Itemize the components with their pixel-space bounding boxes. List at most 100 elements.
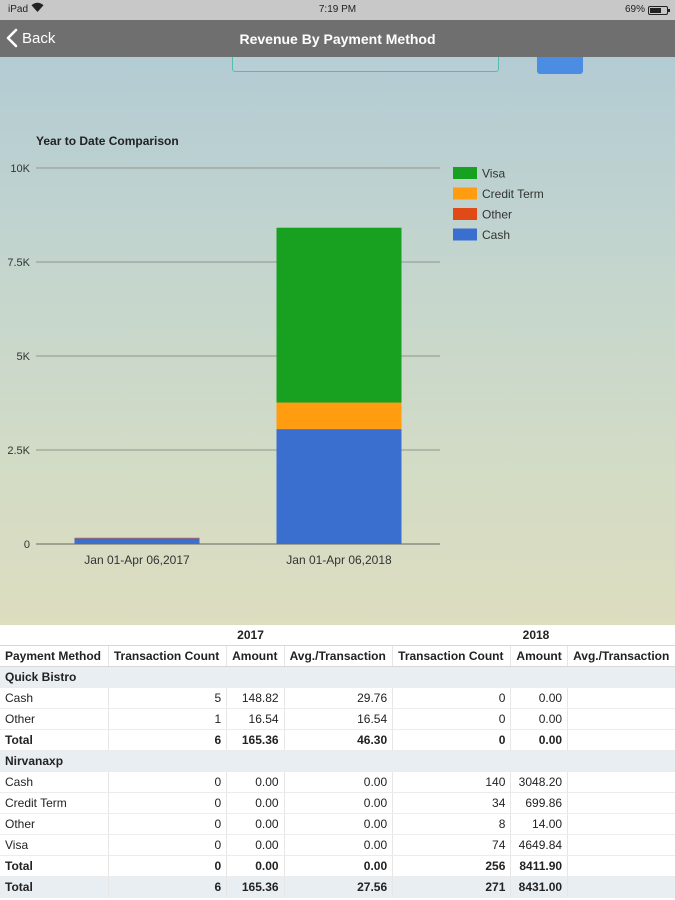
table-cell: 0.00 xyxy=(283,855,393,877)
table-cell: 0 xyxy=(107,834,227,856)
x-tick-label: Jan 01-Apr 06,2017 xyxy=(84,553,190,567)
legend-swatch xyxy=(453,228,477,241)
legend-swatch xyxy=(453,167,477,179)
battery-icon xyxy=(648,6,670,15)
table-row: Visa 0 0.00 0.00 74 4649.84 xyxy=(0,834,675,856)
table-row: Cash 5 148.82 29.76 0 0.00 xyxy=(0,687,675,709)
y-tick-label: 2.5K xyxy=(7,445,30,457)
battery-percent: 69% xyxy=(624,4,645,15)
table-cell: 74 xyxy=(392,834,511,856)
device-name: iPad xyxy=(8,4,29,15)
table-cell: 165.36 xyxy=(226,876,285,898)
year-header: 2017 xyxy=(108,625,393,646)
back-label: Back xyxy=(22,29,56,47)
table-cell: 0.00 xyxy=(226,834,285,856)
chart-area: Go Year to Date Comparison 0 2.5K 5K 7.5K 10… xyxy=(0,57,675,625)
table-cell: 3048.20 xyxy=(510,771,568,793)
row-label: Other xyxy=(0,708,109,730)
table-cell: 0.00 xyxy=(283,834,393,856)
row-label: Total xyxy=(0,729,109,751)
row-label: Total xyxy=(0,876,109,898)
table-cell: 29.76 xyxy=(283,687,393,709)
table-cell: 6 xyxy=(107,729,227,751)
table-cell: 0.00 xyxy=(283,792,393,814)
legend-label: Credit Term xyxy=(482,187,544,201)
row-label: Total xyxy=(0,855,109,877)
chevron-left-icon xyxy=(6,28,18,48)
table-cell: 16.54 xyxy=(226,708,285,730)
table-row: Cash 0 0.00 0.00 140 3048.20 xyxy=(0,771,675,793)
date-range-input[interactable] xyxy=(232,57,499,72)
table-cell: 0.00 xyxy=(283,771,393,793)
legend-swatch xyxy=(453,187,477,200)
back-button[interactable]: Back xyxy=(6,25,55,51)
table-row: Other 0 0.00 0.00 8 14.00 xyxy=(0,813,675,835)
column-header[interactable]: Payment Method xyxy=(0,645,109,667)
row-label: Other xyxy=(0,813,109,835)
table-cell xyxy=(567,687,675,709)
table-cell xyxy=(567,708,675,730)
table-cell xyxy=(567,813,675,835)
table-cell: 0.00 xyxy=(510,708,568,730)
table-row: Other 1 16.54 16.54 0 0.00 xyxy=(0,708,675,730)
row-label: Visa xyxy=(0,834,109,856)
column-header[interactable]: Transaction Count xyxy=(392,645,511,667)
revenue-table: 2017 2018 Payment Method Transaction Count A… xyxy=(0,625,675,898)
group-label: Quick Bistro xyxy=(0,666,675,688)
table-cell: 0 xyxy=(107,855,227,877)
revenue-table-container: 2017 2018 Payment Method Transaction Count A… xyxy=(0,625,675,900)
group-label: Nirvanaxp xyxy=(0,750,675,772)
year-header-spacer xyxy=(0,625,109,646)
y-tick-label: 7.5K xyxy=(7,257,30,269)
group-row: Quick Bistro xyxy=(0,666,675,688)
table-cell: 0.00 xyxy=(226,771,285,793)
column-header-row: Payment Method Transaction Count Amount Avg… xyxy=(0,645,675,667)
column-header[interactable]: Transaction Count xyxy=(107,645,227,667)
table-cell xyxy=(567,729,675,751)
table-cell: 0 xyxy=(392,687,511,709)
table-cell: 0 xyxy=(392,708,511,730)
table-cell: 4649.84 xyxy=(510,834,568,856)
legend-label: Other xyxy=(482,208,512,222)
column-header[interactable]: Amount xyxy=(226,645,285,667)
table-cell xyxy=(567,834,675,856)
table-cell: 256 xyxy=(392,855,511,877)
column-header[interactable]: Avg./Transaction xyxy=(283,645,393,667)
year-header-row: 2017 2018 xyxy=(0,625,675,646)
table-cell: 8 xyxy=(392,813,511,835)
table-cell xyxy=(567,792,675,814)
year-header: 2018 xyxy=(392,625,675,646)
go-button[interactable]: Go xyxy=(537,57,583,74)
legend-label: Visa xyxy=(482,167,505,181)
table-cell: 16.54 xyxy=(283,708,393,730)
wifi-icon xyxy=(31,2,44,16)
status-bar: iPad 7:19 PM 69% xyxy=(0,0,675,20)
table-cell: 165.36 xyxy=(226,729,285,751)
table-cell: 699.86 xyxy=(510,792,568,814)
column-header[interactable]: Avg./Transaction xyxy=(567,645,675,667)
table-row: Credit Term 0 0.00 0.00 34 699.86 xyxy=(0,792,675,814)
table-cell: 14.00 xyxy=(510,813,568,835)
page-title: Revenue By Payment Method xyxy=(239,31,436,47)
table-cell: 0.00 xyxy=(226,855,285,877)
table-cell: 1 xyxy=(107,708,227,730)
table-cell xyxy=(567,876,675,898)
total-row: Total 0 0.00 0.00 256 8411.90 xyxy=(0,855,675,877)
table-cell: 34 xyxy=(392,792,511,814)
table-cell: 8431.00 xyxy=(510,876,568,898)
table-cell: 0.00 xyxy=(510,729,568,751)
table-cell: 46.30 xyxy=(283,729,393,751)
y-tick-label: 5K xyxy=(17,351,31,363)
table-cell: 0 xyxy=(392,729,511,751)
bar-segment-credit-term xyxy=(276,402,402,429)
table-cell: 6 xyxy=(107,876,227,898)
table-cell: 0.00 xyxy=(283,813,393,835)
x-tick-label: Jan 01-Apr 06,2018 xyxy=(286,553,392,567)
column-header[interactable]: Amount xyxy=(510,645,568,667)
table-cell xyxy=(567,855,675,877)
bar-segment-cash xyxy=(276,429,402,544)
table-cell: 27.56 xyxy=(283,876,393,898)
total-row: Total 6 165.36 46.30 0 0.00 xyxy=(0,729,675,751)
table-cell: 271 xyxy=(392,876,511,898)
table-cell xyxy=(567,771,675,793)
